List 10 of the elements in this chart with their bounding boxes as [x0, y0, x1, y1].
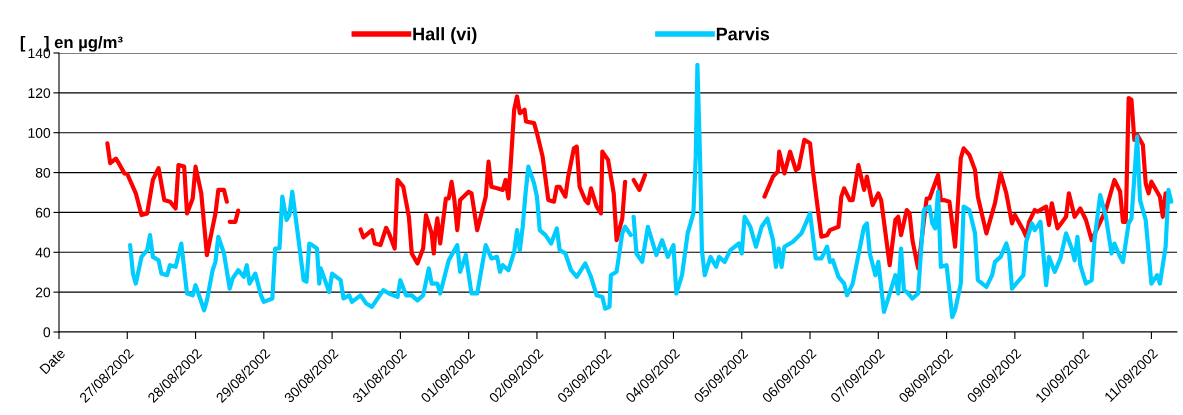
- y-tick-label: 100: [28, 128, 51, 138]
- y-tick-label: 60: [35, 207, 51, 218]
- y-tick-label: 40: [35, 247, 51, 258]
- y-tick-label: 20: [35, 287, 51, 298]
- y-tick-label: 0: [43, 327, 51, 338]
- x-tick-label: Date: [39, 348, 66, 375]
- y-tick-label: 120: [28, 88, 51, 99]
- legend-label: Parvis: [716, 27, 770, 41]
- y-tick-label: 80: [35, 167, 51, 178]
- legend-label: Hall (vi): [413, 27, 477, 44]
